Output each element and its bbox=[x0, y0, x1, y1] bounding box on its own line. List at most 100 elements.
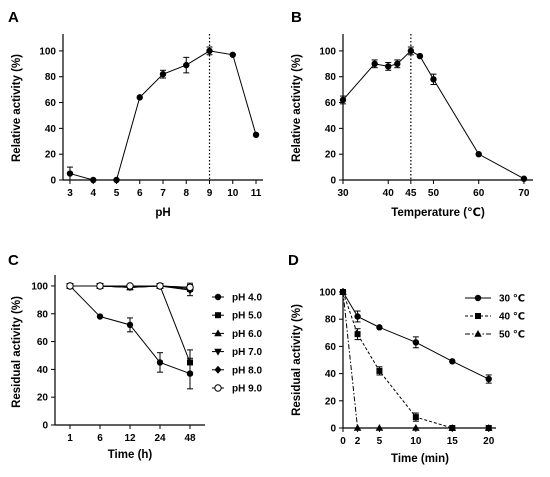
data-point bbox=[186, 283, 194, 292]
series-0 bbox=[339, 46, 528, 182]
legend-marker bbox=[214, 348, 222, 356]
data-point bbox=[156, 359, 164, 366]
y-tick-label: 100 bbox=[319, 288, 336, 299]
data-point bbox=[113, 176, 120, 184]
legend-marker bbox=[214, 365, 222, 374]
y-tick-label: 100 bbox=[319, 46, 336, 57]
data-point bbox=[407, 47, 415, 55]
y-tick-label: 40 bbox=[45, 124, 57, 135]
y-tick-label: 100 bbox=[39, 46, 56, 57]
y-tick-label: 20 bbox=[325, 396, 337, 407]
x-tick-label: 24 bbox=[154, 433, 166, 444]
x-tick-label: 5 bbox=[377, 436, 383, 447]
y-tick-label: 80 bbox=[45, 72, 57, 83]
x-tick-label: 45 bbox=[405, 188, 417, 199]
panel-c: C 0 20 40 60 80 100 1 6 12 24 48 Time (h) Residual ac… bbox=[8, 252, 262, 461]
panel-letter: A bbox=[8, 9, 19, 26]
data-point bbox=[376, 367, 383, 374]
legend-label: pH 4.0 bbox=[232, 293, 262, 304]
y-tick-label: 60 bbox=[325, 98, 337, 109]
data-point bbox=[90, 176, 97, 184]
legend-label: 30 ℃ bbox=[499, 294, 525, 305]
data-point bbox=[126, 321, 134, 329]
series-line bbox=[342, 291, 489, 380]
data-point bbox=[475, 150, 482, 158]
legend-label: 40 ℃ bbox=[499, 312, 525, 323]
y-tick-label: 100 bbox=[31, 281, 48, 292]
data-point bbox=[183, 61, 190, 69]
legend-marker bbox=[474, 330, 482, 337]
data-point bbox=[159, 70, 167, 78]
panel-letter: B bbox=[291, 9, 302, 26]
data-point bbox=[449, 358, 456, 365]
x-tick-label: 40 bbox=[383, 188, 395, 199]
series-40- bbox=[340, 289, 492, 431]
y-tick-label: 60 bbox=[45, 98, 57, 109]
x-tick-label: 10 bbox=[410, 436, 422, 447]
series-line bbox=[342, 50, 525, 180]
data-point bbox=[354, 313, 361, 320]
data-point bbox=[394, 60, 401, 68]
series-pH-4.0 bbox=[66, 282, 194, 390]
y-tick-label: 0 bbox=[330, 424, 336, 435]
x-tick-label: 9 bbox=[207, 188, 213, 199]
panel-letter: D bbox=[288, 252, 299, 269]
y-tick-label: 40 bbox=[37, 365, 49, 376]
legend-marker bbox=[475, 313, 481, 319]
x-tick-label: 0 bbox=[340, 436, 346, 447]
data-point bbox=[371, 60, 378, 68]
data-point bbox=[416, 52, 424, 60]
data-point bbox=[156, 282, 164, 290]
legend-marker bbox=[214, 329, 222, 337]
data-point bbox=[126, 282, 134, 290]
x-tick-label: 6 bbox=[137, 188, 143, 199]
data-point bbox=[339, 96, 347, 104]
data-point bbox=[136, 94, 143, 101]
y-tick-label: 0 bbox=[42, 421, 48, 432]
series-line bbox=[342, 291, 489, 429]
data-point bbox=[430, 76, 437, 83]
panel-letter: C bbox=[8, 252, 19, 269]
series-50- bbox=[339, 288, 493, 431]
x-axis-title: Time (min) bbox=[391, 453, 449, 465]
legend: pH 4.0 pH 5.0 pH 6.0 pH 7.0 pH 8.0 pH 9.0 bbox=[212, 293, 262, 395]
y-tick-label: 40 bbox=[325, 369, 337, 380]
x-tick-label: 7 bbox=[160, 188, 166, 199]
x-tick-label: 30 bbox=[337, 188, 349, 199]
y-tick-label: 60 bbox=[325, 342, 337, 353]
x-axis-title: Time (h) bbox=[108, 449, 153, 461]
panel-a: A 0 20 40 60 80 100 3 4 5 6 7 8 9 10 11 pH Relative activ… bbox=[8, 9, 263, 219]
series-line bbox=[342, 291, 489, 429]
x-tick-label: 10 bbox=[227, 188, 239, 199]
data-point bbox=[252, 131, 260, 139]
x-tick-label: 8 bbox=[183, 188, 189, 199]
data-point bbox=[353, 424, 362, 431]
x-tick-label: 48 bbox=[184, 433, 196, 444]
y-tick-label: 80 bbox=[37, 309, 49, 320]
x-tick-label: 12 bbox=[124, 433, 136, 444]
data-point bbox=[448, 424, 457, 431]
y-tick-label: 20 bbox=[45, 150, 57, 161]
x-tick-label: 5 bbox=[114, 188, 120, 199]
x-tick-label: 4 bbox=[90, 188, 96, 199]
legend-marker bbox=[214, 384, 222, 392]
legend-label: pH 9.0 bbox=[232, 384, 262, 395]
data-point bbox=[412, 424, 420, 431]
data-point bbox=[520, 175, 528, 182]
x-tick-label: 60 bbox=[473, 188, 485, 199]
data-point bbox=[229, 51, 236, 58]
x-tick-label: 3 bbox=[67, 188, 73, 199]
data-point bbox=[187, 359, 193, 366]
series-pH-9.0 bbox=[66, 282, 194, 293]
data-point bbox=[206, 47, 213, 55]
x-tick-label: 70 bbox=[518, 188, 530, 199]
legend-marker bbox=[214, 293, 222, 301]
data-point bbox=[484, 424, 493, 431]
data-point bbox=[66, 282, 74, 290]
x-tick-label: 15 bbox=[447, 436, 459, 447]
x-tick-label: 6 bbox=[97, 433, 103, 444]
series-30- bbox=[339, 288, 492, 384]
legend-marker bbox=[215, 312, 221, 319]
y-tick-label: 80 bbox=[325, 72, 337, 83]
